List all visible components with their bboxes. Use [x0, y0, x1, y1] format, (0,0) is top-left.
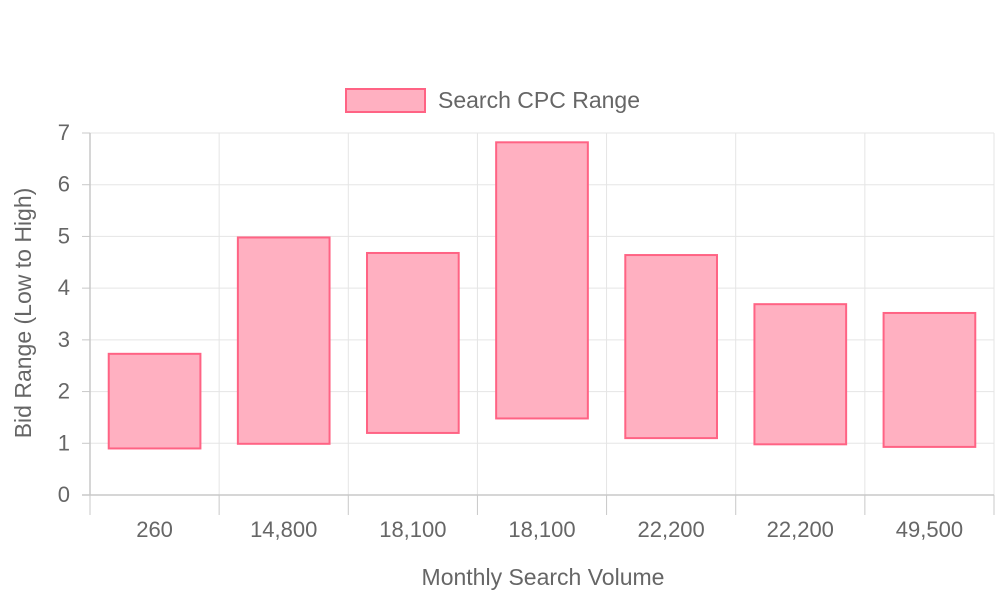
- legend-label[interactable]: Search CPC Range: [438, 87, 640, 113]
- bar[interactable]: [624, 254, 718, 440]
- y-axis-title: Bid Range (Low to High): [10, 188, 36, 439]
- x-tick-label: 18,100: [508, 517, 575, 542]
- y-tick-label: 2: [58, 379, 70, 404]
- y-tick-label: 7: [58, 120, 70, 145]
- legend[interactable]: Search CPC Range: [345, 87, 640, 113]
- bar[interactable]: [753, 303, 848, 446]
- bars: [107, 141, 977, 450]
- x-tick-label: 14,800: [250, 517, 317, 542]
- y-tick-label: 1: [58, 430, 70, 455]
- x-tick-label: 22,200: [767, 517, 834, 542]
- x-tick-label: 49,500: [896, 517, 963, 542]
- y-tick-label: 6: [58, 172, 70, 197]
- y-tick-label: 0: [58, 482, 70, 507]
- x-tick-label: 18,100: [379, 517, 446, 542]
- x-tick-label: 260: [136, 517, 173, 542]
- bar[interactable]: [107, 352, 202, 450]
- tick-labels: 0 1 2 3 4 5 6 7 260 14,800 18,100 18,100 22,200 22,20…: [58, 120, 963, 542]
- bar[interactable]: [236, 236, 331, 445]
- y-tick-label: 5: [58, 223, 70, 248]
- bar[interactable]: [366, 251, 460, 434]
- x-tick-label: 22,200: [637, 517, 704, 542]
- bar[interactable]: [495, 141, 589, 420]
- y-tick-label: 3: [58, 327, 70, 352]
- axes: [82, 132, 995, 515]
- x-axis-title: Monthly Search Volume: [422, 564, 665, 590]
- legend-swatch[interactable]: [345, 88, 426, 113]
- bar[interactable]: [882, 311, 977, 448]
- y-tick-label: 4: [58, 275, 70, 300]
